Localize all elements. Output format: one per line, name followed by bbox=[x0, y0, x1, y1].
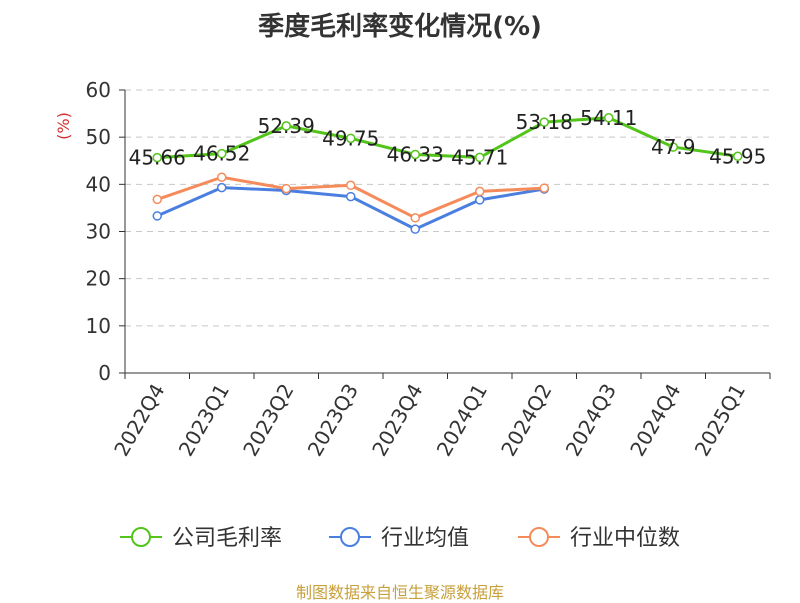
legend-item: 公司毛利率 bbox=[120, 526, 282, 551]
y-axis-label: (%) bbox=[54, 112, 73, 140]
data-point bbox=[281, 121, 291, 131]
data-point bbox=[475, 195, 485, 205]
data-point bbox=[346, 180, 356, 191]
data-point bbox=[475, 186, 485, 197]
data-point bbox=[733, 151, 743, 162]
y-tick-label: 50 bbox=[86, 125, 111, 149]
legend-item: 行业中位数 bbox=[518, 526, 680, 551]
data-point bbox=[217, 148, 227, 159]
data-label: 45.95 bbox=[709, 144, 766, 168]
series-line bbox=[157, 116, 738, 160]
data-point bbox=[410, 213, 420, 223]
data-label: 46.33 bbox=[387, 142, 444, 166]
data-point bbox=[217, 172, 227, 183]
y-tick-label: 20 bbox=[86, 267, 111, 291]
x-tick-label: 2024Q2 bbox=[496, 380, 556, 461]
data-label: 54.11 bbox=[580, 106, 637, 130]
data-label: 45.66 bbox=[129, 146, 186, 170]
data-point bbox=[346, 133, 356, 144]
x-tick-label: 2024Q4 bbox=[625, 380, 685, 461]
x-tick-label: 2024Q3 bbox=[561, 380, 621, 461]
data-point bbox=[475, 152, 485, 163]
data-label: 53.18 bbox=[516, 110, 573, 134]
x-tick-label: 2023Q3 bbox=[303, 380, 363, 461]
x-tick-label: 2023Q4 bbox=[367, 380, 427, 461]
data-point bbox=[668, 142, 678, 152]
legend-item: 行业均值 bbox=[329, 526, 469, 551]
data-point bbox=[539, 183, 549, 193]
data-point bbox=[410, 224, 420, 234]
data-label: 46.52 bbox=[193, 142, 250, 166]
y-tick-label: 30 bbox=[86, 220, 111, 244]
x-tick-label: 2024Q1 bbox=[432, 380, 492, 461]
y-tick-label: 60 bbox=[86, 78, 111, 102]
legend-label: 行业均值 bbox=[381, 526, 469, 551]
data-point bbox=[217, 182, 227, 193]
data-point bbox=[539, 117, 549, 127]
data-point bbox=[346, 191, 356, 202]
x-tick-label: 2023Q2 bbox=[238, 380, 298, 461]
data-label: 52.39 bbox=[258, 114, 315, 138]
data-point bbox=[152, 152, 162, 163]
data-point bbox=[152, 194, 162, 205]
y-tick-label: 10 bbox=[86, 314, 111, 338]
y-tick-label: 40 bbox=[86, 172, 111, 196]
x-tick-label: 2022Q4 bbox=[109, 380, 169, 461]
legend-marker bbox=[529, 527, 549, 547]
legend-marker bbox=[131, 527, 151, 547]
data-label: 47.9 bbox=[651, 135, 696, 159]
y-tick-label: 0 bbox=[98, 361, 111, 385]
data-point bbox=[281, 183, 291, 194]
x-tick-label: 2023Q1 bbox=[174, 380, 234, 461]
source-note: 制图数据来自恒生聚源数据库 bbox=[295, 583, 504, 602]
data-point bbox=[152, 211, 162, 221]
legend-label: 行业中位数 bbox=[570, 526, 680, 551]
x-tick-label: 2025Q1 bbox=[690, 380, 750, 461]
data-label: 49.75 bbox=[322, 126, 379, 150]
data-point bbox=[410, 149, 420, 160]
legend-label: 公司毛利率 bbox=[172, 526, 282, 551]
data-point bbox=[604, 113, 614, 123]
chart-title: 季度毛利率变化情况(%) bbox=[258, 12, 542, 42]
data-label: 45.71 bbox=[451, 145, 508, 169]
legend-marker bbox=[340, 527, 360, 547]
